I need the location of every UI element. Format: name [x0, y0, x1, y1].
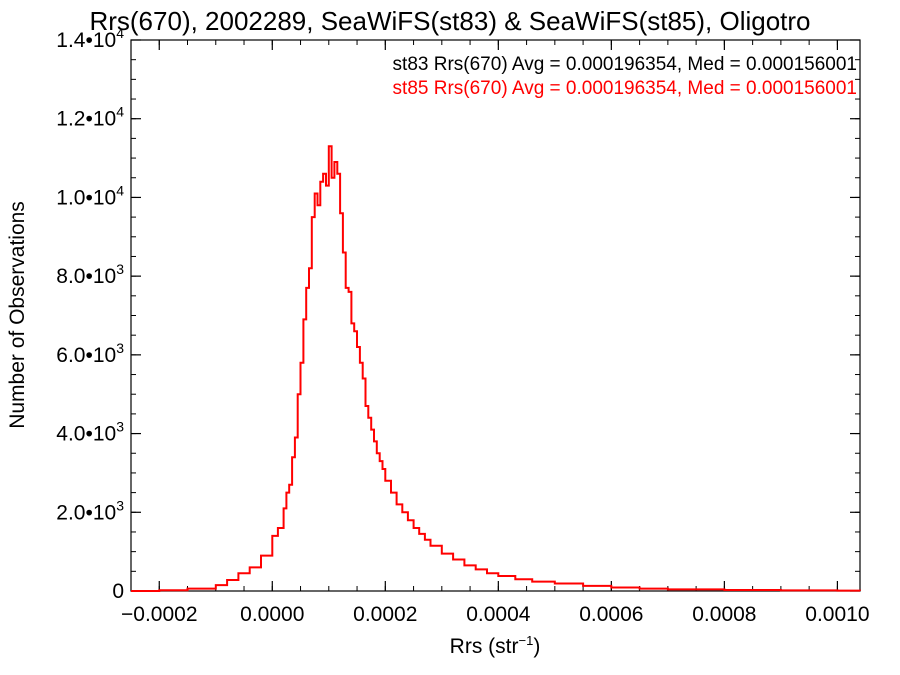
y-tick-label: 0: [112, 580, 124, 603]
major-ticks: [131, 39, 860, 592]
plot-frame: [130, 39, 861, 592]
x-tick-label: 0.0008: [692, 603, 756, 626]
y-tick-label: 2.0•103: [56, 497, 124, 524]
y-tick-label: 8.0•103: [56, 261, 124, 288]
chart-title: Rrs(670), 2002289, SeaWiFS(st83) & SeaWi…: [89, 6, 810, 36]
x-tick-label: 0.0004: [466, 603, 531, 626]
x-tick-label: 0.0000: [240, 603, 304, 626]
y-tick-label: 1.0•104: [56, 182, 124, 209]
x-tick-label: 0.0006: [579, 603, 643, 626]
x-tick-label: −0.0002: [121, 603, 198, 626]
x-tick-labels: −0.0002 0.0000 0.0002 0.0004 0.0006 0.0008 0.0…: [121, 603, 870, 626]
y-tick-label: 1.4•104: [56, 25, 124, 52]
y-tick-label: 1.2•104: [56, 104, 124, 131]
y-tick-label: 6.0•103: [56, 340, 124, 367]
histogram-series-st85: [131, 145, 861, 592]
annotation-st83: st83 Rrs(670) Avg = 0.000196354, Med = 0…: [393, 54, 857, 75]
minor-ticks: [130, 39, 860, 592]
annotation-st85: st85 Rrs(670) Avg = 0.000196354, Med = 0…: [393, 78, 857, 99]
y-tick-labels: 0 2.0•103 4.0•103 6.0•103 8.0•103 1.0•104 1.2•…: [56, 25, 124, 603]
y-axis-label: Number of Observations: [6, 201, 29, 429]
x-axis-label: Rrs (str−1): [450, 633, 541, 658]
x-tick-label: 0.0002: [353, 603, 417, 626]
y-tick-label: 4.0•103: [56, 419, 124, 446]
x-tick-label: 0.0010: [805, 603, 869, 626]
